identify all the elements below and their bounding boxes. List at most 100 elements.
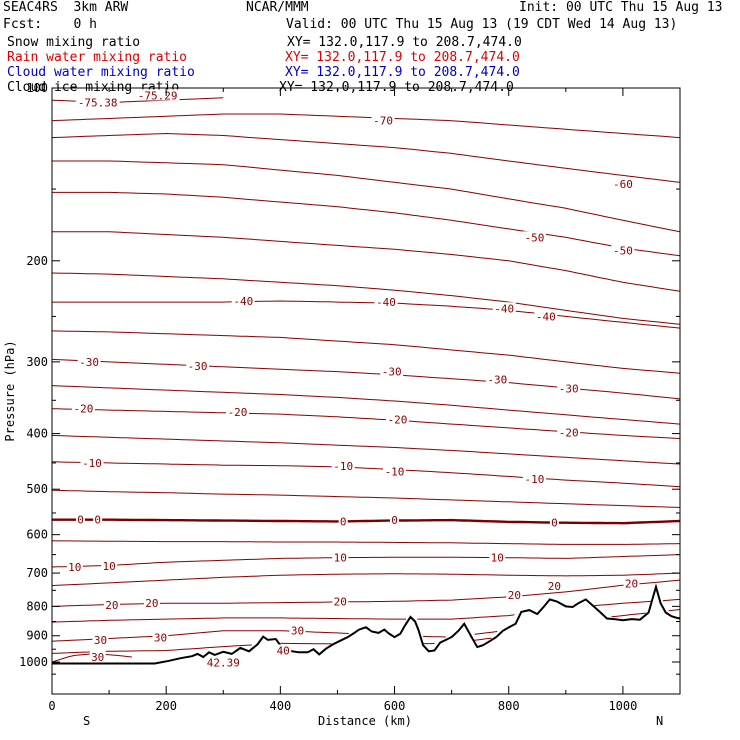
x-tick-label: 600: [384, 699, 406, 713]
x-axis-label: Distance (km): [318, 714, 412, 728]
isotherm-label-background: [522, 473, 546, 484]
snow-field-label: Snow mixing ratio: [7, 35, 141, 50]
isotherm-label-background: [76, 513, 85, 525]
isotherm-label: 20: [508, 589, 521, 602]
isotherm-label: 20: [625, 578, 638, 591]
isotherm-line: [51, 434, 681, 465]
isotherm-label: 20: [334, 596, 347, 609]
isotherm-label-background: [385, 413, 409, 425]
isotherm-label: -50: [524, 231, 544, 244]
isotherm-line: [51, 598, 681, 623]
isotherm-label-background: [611, 244, 635, 256]
isotherm-label: -40: [233, 295, 253, 308]
y-tick-label: 800: [26, 599, 48, 613]
x-tick-label: 1000: [608, 699, 637, 713]
isotherm-label-background: [231, 295, 255, 306]
y-tick-label: 400: [26, 427, 48, 441]
forecast-hour: Fcst: 0 h: [3, 17, 97, 32]
isotherm-label: -60: [613, 178, 633, 191]
isotherm-label: 20: [105, 599, 118, 612]
isotherm-label-background: [492, 302, 516, 314]
isotherm-line: [51, 461, 681, 488]
isotherm-line: [51, 554, 681, 568]
isotherm-label-background: [380, 365, 404, 377]
isotherm-label-background: [226, 406, 249, 418]
isotherm-label: 30: [291, 625, 304, 638]
plot-frame: [51, 87, 681, 695]
y-tick-label: 900: [26, 629, 48, 643]
isotherm-label-background: [92, 633, 109, 645]
isotherm-label: 10: [491, 552, 504, 565]
isotherm-label-background: [383, 465, 406, 477]
isotherm-label: 0: [94, 514, 101, 527]
isotherm-label: 0: [340, 515, 347, 528]
isotherm-label: 20: [145, 597, 158, 610]
isotherm-line: [51, 385, 681, 425]
isotherm-label: 30: [154, 632, 167, 645]
y-tick-label: 600: [26, 528, 48, 542]
isotherm-line: [51, 113, 681, 139]
isotherm-label: 0: [391, 514, 398, 527]
isotherm-label-background: [506, 588, 523, 600]
isotherm-label: 30: [91, 651, 104, 664]
isotherm-label-background: [143, 597, 160, 609]
terrain-layer: [52, 583, 681, 665]
isotherm-label-background: [80, 456, 104, 468]
y-axis-label: Pressure (hPa): [3, 340, 17, 441]
isotherm-label: -75.29: [138, 89, 178, 102]
isotherm-label: 10: [334, 552, 347, 565]
isotherm-label-background: [557, 426, 581, 438]
isotherm-line: [52, 231, 681, 292]
x-axis: 0 200 400 600 800 1000: [48, 88, 637, 713]
isotherm-label-background: [546, 579, 563, 591]
isotherm-label-background: [204, 656, 242, 668]
isotherm-line: [51, 540, 681, 545]
isotherm-line: [52, 300, 681, 329]
isotherm-label: -30: [79, 356, 99, 369]
snow-field-xy: XY= 132.0,117.9 to 208.7,474.0: [287, 35, 522, 50]
isotherm-label-background: [89, 651, 106, 662]
isotherm-line: [52, 160, 681, 233]
isotherm-label: -30: [559, 383, 579, 396]
init-time: Init: 00 UTC Thu 15 Aug 13: [519, 0, 723, 15]
isotherm-label-background: [611, 178, 635, 189]
y-tick-label: 700: [26, 566, 48, 580]
y-tick-label: 100: [26, 81, 48, 95]
isotherm-label: 0: [77, 514, 84, 527]
isotherm-label: -40: [494, 302, 514, 315]
isotherm-label: 42.39: [207, 657, 240, 670]
isotherm-line: [51, 489, 681, 508]
isotherm-label: -40: [376, 296, 396, 309]
x-tick-label: 400: [270, 699, 292, 713]
isotherm-label: -10: [333, 460, 353, 473]
x-tick-label: 200: [155, 699, 177, 713]
isotherm-label-background: [77, 355, 101, 367]
isotherm-label: 0: [551, 517, 558, 530]
isotherm-label: -20: [73, 403, 93, 416]
isotherm-label: -20: [559, 426, 579, 439]
isotherm-label: -10: [524, 473, 544, 486]
isotherm-label-background: [332, 595, 349, 607]
isotherm-line: [51, 272, 681, 325]
isotherm-label-background: [390, 514, 399, 526]
rain-field-label: Rain water mixing ratio: [7, 50, 188, 65]
isotherm-line: [51, 408, 681, 439]
y-tick-label: 300: [26, 355, 48, 369]
isotherm-label: -40: [536, 310, 556, 323]
isotherm-label: 30: [94, 634, 107, 647]
isotherm-label: -30: [188, 360, 208, 373]
isotherm-label-background: [623, 577, 640, 589]
isotherm-label: -20: [228, 406, 248, 419]
isotherm-label: 10: [68, 561, 81, 574]
y-tick-label: 1000: [19, 655, 48, 669]
isotherm-label: -10: [385, 466, 405, 479]
isotherm-label-background: [331, 460, 355, 472]
isotherm-label-background: [152, 631, 169, 643]
isotherm-line: [52, 518, 681, 525]
isotherm-label: -30: [487, 374, 507, 387]
isotherm-label-background: [338, 515, 348, 527]
y-tick-label: 500: [26, 482, 48, 496]
isotherm-label-background: [289, 624, 306, 636]
